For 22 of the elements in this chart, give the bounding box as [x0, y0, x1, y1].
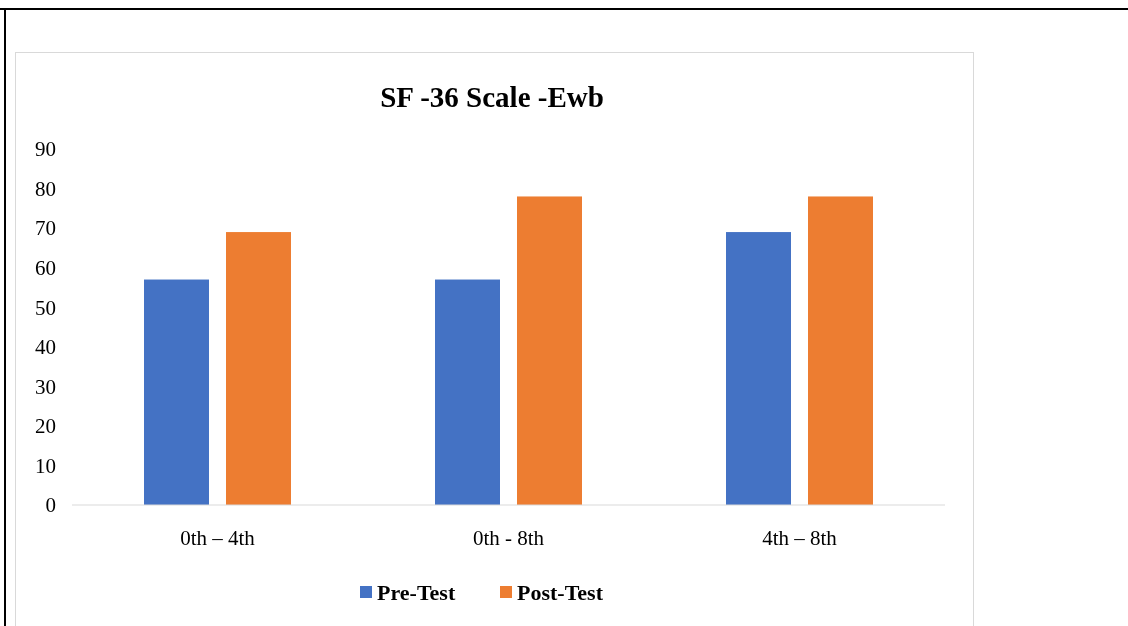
- bar: [144, 279, 209, 505]
- y-tick-label: 70: [35, 216, 56, 241]
- chart-title: SF -36 Scale -Ewb: [380, 81, 604, 113]
- y-tick-label: 90: [35, 137, 56, 162]
- x-tick-label: 4th – 8th: [762, 526, 838, 550]
- bar: [726, 232, 791, 505]
- bar: [517, 196, 582, 505]
- bar: [226, 232, 291, 505]
- y-tick-label: 30: [35, 374, 56, 399]
- x-tick-label: 0th – 4th: [180, 526, 256, 550]
- bar: [435, 279, 500, 505]
- y-tick-label: 40: [35, 335, 56, 360]
- legend-label: Post-Test: [517, 580, 604, 605]
- x-tick-label: 0th - 8th: [472, 526, 545, 550]
- y-tick-label: 10: [35, 453, 56, 478]
- bar: [808, 196, 873, 505]
- y-tick-label: 20: [35, 414, 56, 439]
- y-tick-label: 80: [35, 176, 56, 201]
- y-tick-label: 0: [45, 493, 56, 518]
- legend-label: Pre-Test: [377, 580, 456, 605]
- y-tick-label: 60: [35, 256, 56, 281]
- y-tick-label: 50: [35, 295, 56, 320]
